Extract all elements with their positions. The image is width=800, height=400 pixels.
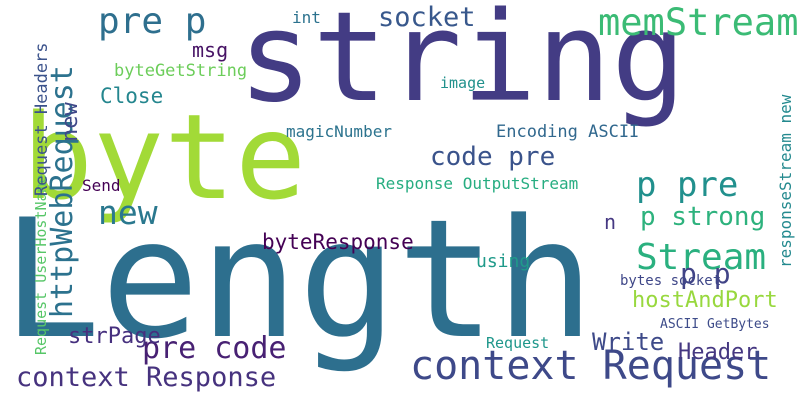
word: socket [378, 2, 476, 33]
word: bytes socket [620, 273, 722, 289]
word: responseStream new [776, 94, 795, 268]
word: Send [82, 176, 121, 195]
word: context Response [16, 362, 277, 393]
word: Encoding ASCII [496, 122, 640, 142]
word: int [292, 8, 321, 27]
word: context Request [410, 343, 772, 389]
word: Request [486, 334, 550, 352]
word: Header [678, 340, 758, 365]
word: pre code [142, 331, 287, 366]
word: Response OutputStream [376, 174, 579, 193]
word: p strong [640, 202, 766, 232]
word: new [58, 102, 83, 142]
word: magicNumber [286, 122, 392, 141]
word: n [604, 210, 617, 234]
word: p pre [636, 165, 739, 205]
word: using [476, 251, 531, 272]
word: string [238, 0, 686, 130]
word: hostAndPort [632, 288, 778, 313]
word: Request Headers [32, 42, 52, 196]
word: image [440, 74, 486, 92]
word: byteResponse [262, 230, 414, 254]
word: Request UserHostName [32, 174, 50, 355]
word: Write [592, 328, 665, 356]
word: new [98, 193, 158, 232]
word: code pre [430, 142, 556, 172]
word: strPage [68, 324, 161, 349]
word: Length [2, 184, 595, 375]
word: msg [192, 38, 229, 62]
word: p p [680, 257, 731, 290]
word: byte [22, 88, 307, 226]
word: Stream [636, 237, 767, 278]
word: memStream [598, 1, 799, 44]
word: ASCII GetBytes [660, 317, 770, 332]
word: pre p [98, 1, 207, 42]
word: Close [100, 84, 164, 108]
word: byteGetString [114, 61, 248, 81]
